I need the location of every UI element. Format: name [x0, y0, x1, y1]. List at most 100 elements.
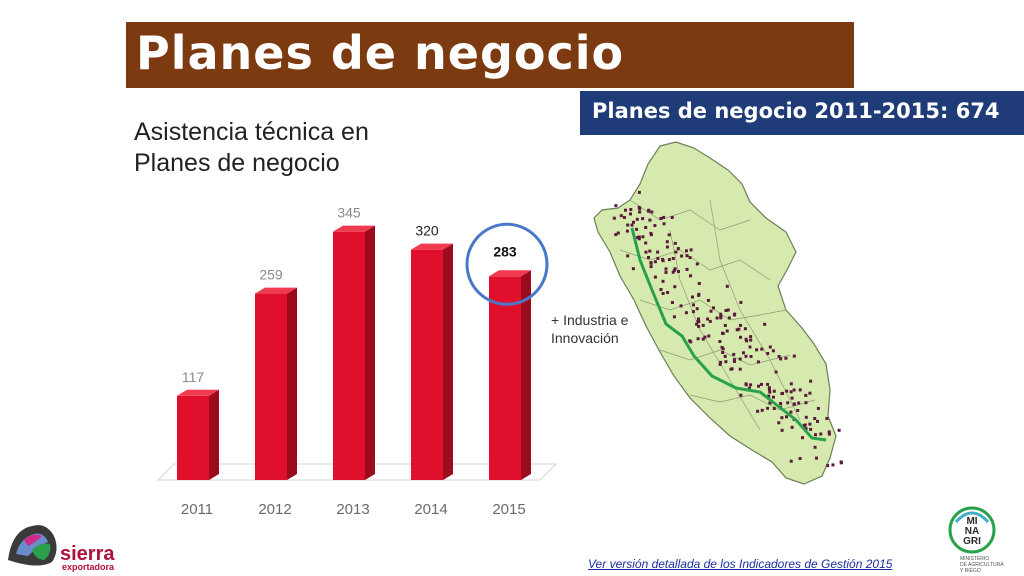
map-point [649, 233, 653, 237]
map-point [804, 393, 808, 397]
map-point [641, 217, 645, 221]
map-point [756, 360, 760, 364]
peru-map [593, 141, 843, 485]
map-point [779, 402, 783, 405]
minagri-sub-3: Y RIEGO [960, 568, 981, 574]
map-point [738, 367, 742, 371]
map-point [635, 217, 639, 221]
map-point [760, 382, 763, 386]
map-point [789, 459, 793, 463]
map-point [792, 402, 796, 406]
map-point [667, 233, 671, 237]
map-point [771, 395, 775, 399]
map-point [616, 231, 620, 235]
map-point [659, 217, 663, 220]
map-point [749, 355, 753, 358]
map-point [648, 218, 652, 222]
map-point [666, 291, 670, 294]
map-point [744, 383, 748, 387]
map-point [831, 463, 835, 467]
map-point [784, 356, 788, 360]
map-outline [593, 141, 837, 485]
map-point [724, 309, 728, 312]
bar-front [489, 276, 521, 480]
bar-2012 [255, 287, 297, 480]
map-point [756, 409, 760, 413]
map-point [688, 256, 692, 260]
map-point [768, 390, 772, 394]
bar-side [365, 225, 375, 480]
map-point [689, 248, 693, 252]
map-point [706, 317, 710, 321]
map-point [808, 422, 812, 426]
minagri-sub-2: DE AGRICULTURA [960, 562, 1004, 568]
map-point [779, 357, 783, 361]
minagri-sub-1: MINISTERIO [960, 556, 989, 562]
map-point [802, 424, 806, 427]
map-point [814, 433, 817, 437]
map-point [718, 362, 722, 366]
map-point [647, 256, 650, 259]
map-point [738, 357, 742, 361]
map-point [747, 386, 751, 390]
map-point [749, 335, 753, 339]
map-point [630, 223, 634, 227]
map-point [695, 322, 699, 326]
map-point [732, 352, 736, 356]
map-point [721, 351, 725, 354]
map-point [719, 312, 723, 316]
map-point [661, 279, 665, 283]
map-point [619, 214, 623, 218]
map-point [774, 370, 778, 374]
map-point [786, 401, 790, 405]
map-point [768, 401, 772, 405]
map-point [674, 250, 678, 254]
map-point [726, 308, 730, 312]
map-points [612, 190, 843, 468]
map-point [708, 319, 712, 323]
map-point [732, 360, 736, 363]
value-label-2015: 283 [493, 243, 517, 259]
map-point [695, 262, 699, 266]
map-route-line [630, 227, 827, 442]
map-point [730, 367, 734, 371]
map-point [763, 322, 767, 326]
map-point [636, 236, 640, 239]
map-point [732, 358, 736, 362]
map-point [672, 268, 676, 272]
map-point [712, 306, 715, 310]
bar-top [411, 243, 453, 250]
map-point [744, 337, 748, 341]
map-point [772, 389, 776, 393]
map-point [808, 391, 812, 395]
exportadora-logo-text: exportadora [62, 562, 115, 572]
map-point [721, 332, 725, 335]
map-point [637, 237, 641, 241]
map-point [707, 334, 711, 338]
map-note-line-2: Innovación [551, 330, 619, 346]
map-point [629, 208, 633, 211]
bar-front [255, 293, 287, 480]
map-point [629, 212, 632, 216]
map-point [697, 317, 700, 321]
map-point [789, 390, 793, 394]
map-point [680, 254, 684, 258]
indicators-link[interactable]: Ver versión detallada de los Indicadores… [588, 557, 893, 571]
map-point [701, 323, 705, 327]
map-point [709, 309, 713, 313]
map-point [703, 335, 707, 339]
map-point [739, 300, 743, 304]
map-point [743, 327, 747, 331]
bar-front [411, 249, 443, 480]
bar-top [255, 287, 297, 294]
bar-2013 [333, 225, 375, 480]
map-point [760, 347, 764, 351]
map-point [749, 383, 753, 387]
bar-front [333, 231, 365, 480]
map-point [780, 416, 784, 420]
map-point [701, 337, 705, 341]
map-point [688, 339, 692, 343]
page-title: Planes de negocio [136, 26, 625, 80]
map-point [719, 360, 723, 364]
map-point [749, 338, 753, 342]
